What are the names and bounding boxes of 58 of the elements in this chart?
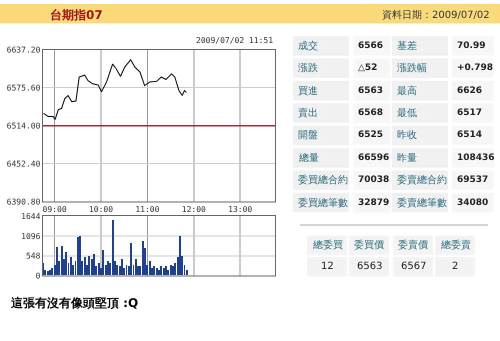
y-tick-label: 6637.20 [6, 46, 41, 55]
text: 買進 [298, 85, 318, 97]
text: 總量 [298, 152, 319, 164]
chart-subtitle: 2009/07/02 11:51 [196, 36, 274, 45]
text: 委賣總筆數 [397, 197, 447, 209]
text: 108436 [457, 153, 495, 163]
text: 12 [321, 261, 334, 272]
text: +0.798 [457, 63, 494, 73]
text: 70038 [358, 175, 390, 185]
x-tick-label: 12:00 [182, 205, 206, 214]
x-tick-label: 09:00 [42, 205, 67, 214]
text: 總委買 [312, 239, 343, 251]
y-tick-label: 0 [36, 271, 41, 280]
y-tick-label: 6514.00 [6, 122, 41, 130]
text: 委賣價 [398, 239, 428, 251]
text: 6525 [358, 130, 384, 140]
text: 資料日期：2009/07/02 [382, 9, 490, 21]
text: 漲跌幅 [397, 62, 427, 74]
text: 2 [452, 261, 458, 272]
chart-title: 台期指07 [50, 8, 103, 22]
text: 32879 [358, 198, 390, 208]
y-tick-label: 6575.60 [6, 84, 41, 93]
text: 6563 [358, 86, 384, 96]
text: 成交 [298, 40, 318, 52]
text: 34080 [457, 198, 488, 208]
y-tick-label: 6390.80 [6, 197, 41, 206]
text: 委買總合約 [298, 174, 348, 186]
text: 6517 [457, 108, 482, 118]
y-tick-label: 6452.40 [6, 159, 41, 168]
y-tick-label: 1096 [21, 232, 41, 241]
y-tick-label: 1644 [21, 212, 41, 222]
text: 69537 [457, 175, 488, 185]
text: 開盤 [298, 129, 318, 141]
text: 66596 [358, 153, 390, 163]
text: 最高 [397, 85, 417, 97]
text: 委買總筆數 [298, 197, 348, 209]
x-tick-label: 13:00 [228, 205, 252, 214]
text: 賣出 [298, 107, 318, 119]
text: 昨量 [397, 152, 417, 164]
text: 6568 [358, 108, 384, 118]
text: 漲跌 [298, 62, 318, 74]
text: 6567 [401, 261, 426, 272]
x-tick-label: 10:00 [88, 205, 114, 214]
text: 基差 [397, 40, 417, 52]
text: 70.99 [457, 41, 486, 51]
text: 6566 [358, 41, 384, 51]
text: △52 [358, 63, 378, 73]
text: 6626 [457, 86, 482, 96]
text: 這張有沒有像頭堅頂 :Q [10, 296, 138, 310]
y-tick-label: 548 [26, 252, 41, 261]
text: 委買價 [354, 239, 384, 251]
text: 6514 [457, 130, 482, 140]
text: 總委賣 [440, 239, 471, 251]
text: 最低 [397, 108, 417, 119]
x-tick-label: 11:00 [135, 205, 160, 214]
text: 6563 [357, 261, 382, 272]
text: 委賣總合約 [397, 174, 447, 186]
text: 昨收 [397, 129, 417, 141]
